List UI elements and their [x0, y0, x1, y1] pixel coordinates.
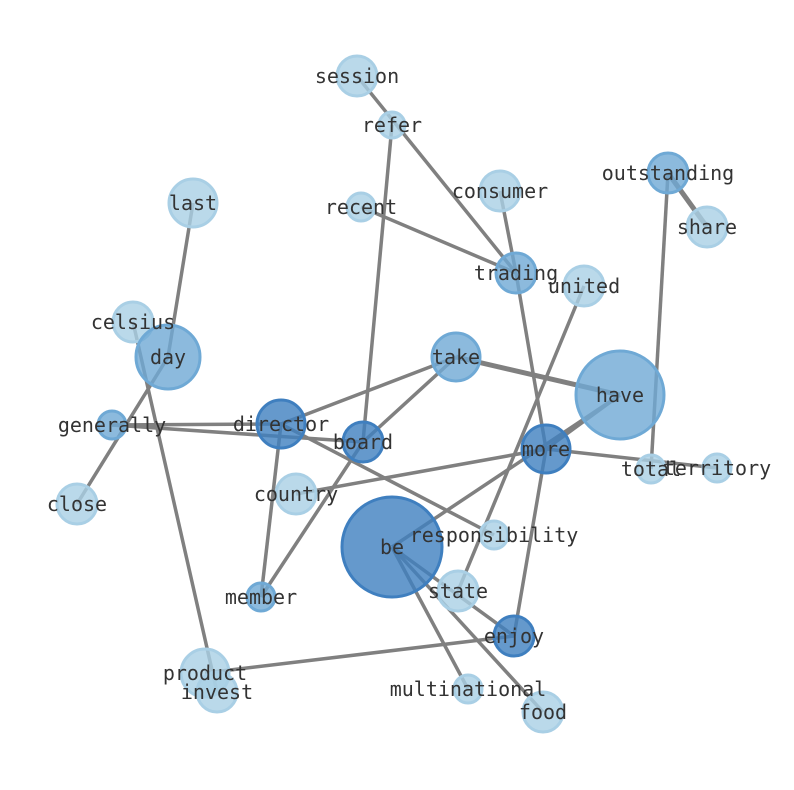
- edge-enjoy-product: [204, 634, 515, 675]
- node-united[interactable]: [562, 264, 606, 308]
- edge-trading-more: [514, 272, 548, 450]
- node-label-have: have: [596, 383, 644, 407]
- edge-director-member: [259, 423, 283, 598]
- node-label-be: be: [380, 535, 404, 559]
- node-label-last: last: [169, 191, 217, 215]
- node-refer[interactable]: [377, 110, 407, 140]
- node-outstanding[interactable]: [646, 151, 690, 195]
- node-food[interactable]: [521, 690, 565, 734]
- node-label-share: share: [677, 215, 737, 239]
- node-label-more: more: [522, 437, 570, 461]
- node-recent[interactable]: [345, 191, 377, 223]
- node-invest[interactable]: [195, 670, 239, 714]
- node-label-enjoy: enjoy: [484, 624, 544, 648]
- edge-refer-board: [361, 124, 394, 443]
- edge-more-country: [295, 447, 547, 496]
- node-label-day: day: [150, 345, 186, 369]
- node-label-member: member: [225, 585, 297, 609]
- node-last[interactable]: [167, 177, 219, 229]
- edge-generally-board: [111, 423, 364, 444]
- node-be[interactable]: [340, 495, 444, 599]
- node-label-recent: recent: [325, 195, 397, 219]
- edge-more-territory: [545, 447, 718, 470]
- nodes-layer: [55, 54, 733, 734]
- node-label-trading: trading: [474, 261, 558, 285]
- node-label-total: total: [621, 457, 681, 481]
- node-label-director: director: [233, 412, 329, 436]
- node-territory[interactable]: [701, 452, 733, 484]
- node-label-territory: territory: [663, 456, 771, 480]
- node-consumer[interactable]: [478, 169, 522, 213]
- edge-united-state: [456, 285, 586, 592]
- edge-director-take: [280, 355, 457, 426]
- node-label-outstanding: outstanding: [602, 161, 734, 185]
- node-label-close: close: [47, 492, 107, 516]
- node-label-refer: refer: [362, 113, 422, 137]
- node-board[interactable]: [341, 420, 385, 464]
- node-label-food: food: [519, 700, 567, 724]
- node-label-united: united: [548, 274, 620, 298]
- node-share[interactable]: [685, 205, 729, 249]
- node-close[interactable]: [55, 482, 99, 526]
- node-label-board: board: [333, 430, 393, 454]
- edge-more-enjoy: [512, 448, 548, 637]
- node-label-country: country: [254, 482, 338, 506]
- node-label-take: take: [432, 345, 480, 369]
- node-have[interactable]: [574, 349, 666, 441]
- edge-generally-director: [111, 422, 282, 427]
- edge-celsius-invest: [131, 321, 219, 693]
- node-generally[interactable]: [96, 409, 128, 441]
- node-label-product: product: [163, 661, 247, 685]
- node-label-invest: invest: [181, 680, 253, 704]
- node-member[interactable]: [245, 581, 277, 613]
- node-label-consumer: consumer: [452, 179, 548, 203]
- node-director[interactable]: [255, 398, 307, 450]
- edge-session-trading: [355, 74, 518, 275]
- node-celsius[interactable]: [111, 300, 155, 344]
- node-label-responsibility: responsibility: [410, 523, 579, 547]
- node-trading[interactable]: [494, 251, 538, 295]
- node-label-session: session: [315, 64, 399, 88]
- edge-recent-trading: [360, 205, 517, 275]
- node-multinational[interactable]: [452, 673, 484, 705]
- node-responsibility[interactable]: [478, 519, 510, 551]
- node-label-generally: generally: [58, 413, 166, 437]
- edge-director-responsibility: [280, 422, 495, 537]
- node-state[interactable]: [436, 569, 480, 613]
- node-enjoy[interactable]: [492, 614, 536, 658]
- node-label-celsius: celsius: [91, 310, 175, 334]
- node-more[interactable]: [520, 423, 572, 475]
- edge-board-member: [259, 441, 365, 598]
- node-label-multinational: multinational: [390, 677, 547, 701]
- node-country[interactable]: [274, 472, 318, 516]
- node-total[interactable]: [635, 453, 667, 485]
- node-take[interactable]: [430, 331, 482, 383]
- node-day[interactable]: [134, 323, 202, 391]
- node-label-state: state: [428, 579, 488, 603]
- node-session[interactable]: [335, 54, 379, 98]
- labels-layer: session refer last recent consumer outstandin…: [47, 64, 771, 724]
